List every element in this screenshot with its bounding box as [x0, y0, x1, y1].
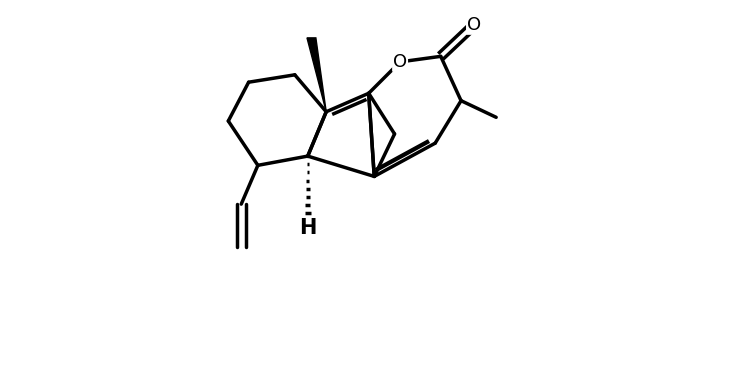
- Text: O: O: [467, 16, 481, 34]
- Polygon shape: [307, 38, 326, 112]
- Text: O: O: [393, 53, 407, 71]
- Text: H: H: [299, 218, 316, 238]
